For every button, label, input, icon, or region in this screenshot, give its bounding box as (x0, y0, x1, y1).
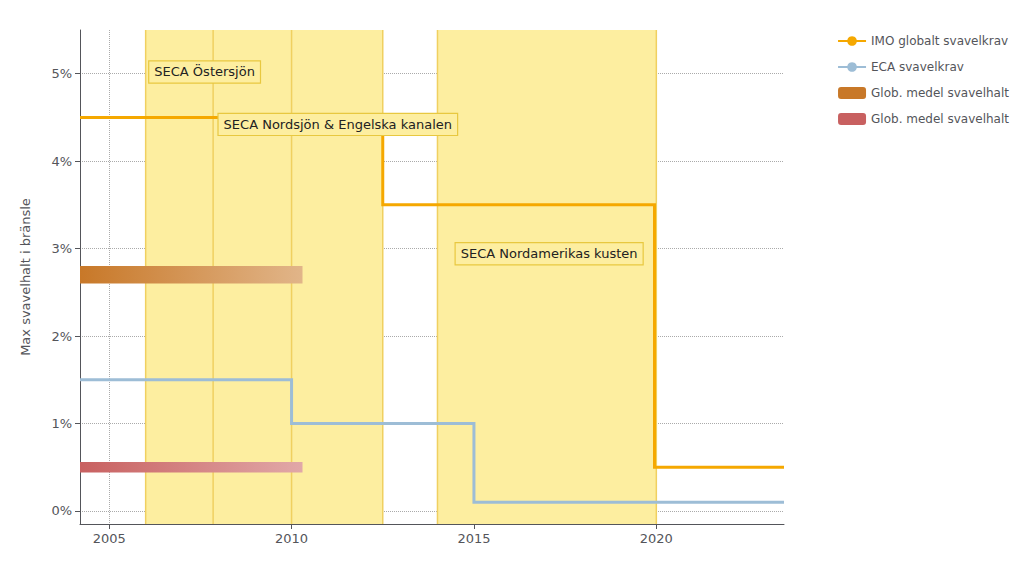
svg-text:1%: 1% (51, 416, 72, 431)
svg-text:Glob. medel svavelhalt: Glob. medel svavelhalt (871, 86, 1009, 100)
svg-text:2015: 2015 (457, 531, 490, 546)
svg-text:IMO globalt svavelkrav: IMO globalt svavelkrav (871, 34, 1008, 48)
svg-text:ECA svavelkrav: ECA svavelkrav (871, 60, 964, 74)
svg-text:0%: 0% (51, 503, 72, 518)
svg-text:Glob. medel svavelhalt: Glob. medel svavelhalt (871, 112, 1009, 126)
svg-text:5%: 5% (51, 66, 72, 81)
svg-text:3%: 3% (51, 241, 72, 256)
svg-text:4%: 4% (51, 154, 72, 169)
svg-text:2010: 2010 (275, 531, 308, 546)
svg-text:2020: 2020 (640, 531, 673, 546)
svg-text:Max svavelhalt i bränsle: Max svavelhalt i bränsle (18, 198, 33, 356)
svg-text:SECA Nordamerikas kusten: SECA Nordamerikas kusten (461, 246, 638, 261)
svg-text:SECA Nordsjön & Engelska kanal: SECA Nordsjön & Engelska kanalen (224, 117, 452, 132)
svg-text:SECA Östersjön: SECA Östersjön (154, 63, 255, 79)
svg-text:2%: 2% (51, 329, 72, 344)
svg-text:2005: 2005 (93, 531, 126, 546)
